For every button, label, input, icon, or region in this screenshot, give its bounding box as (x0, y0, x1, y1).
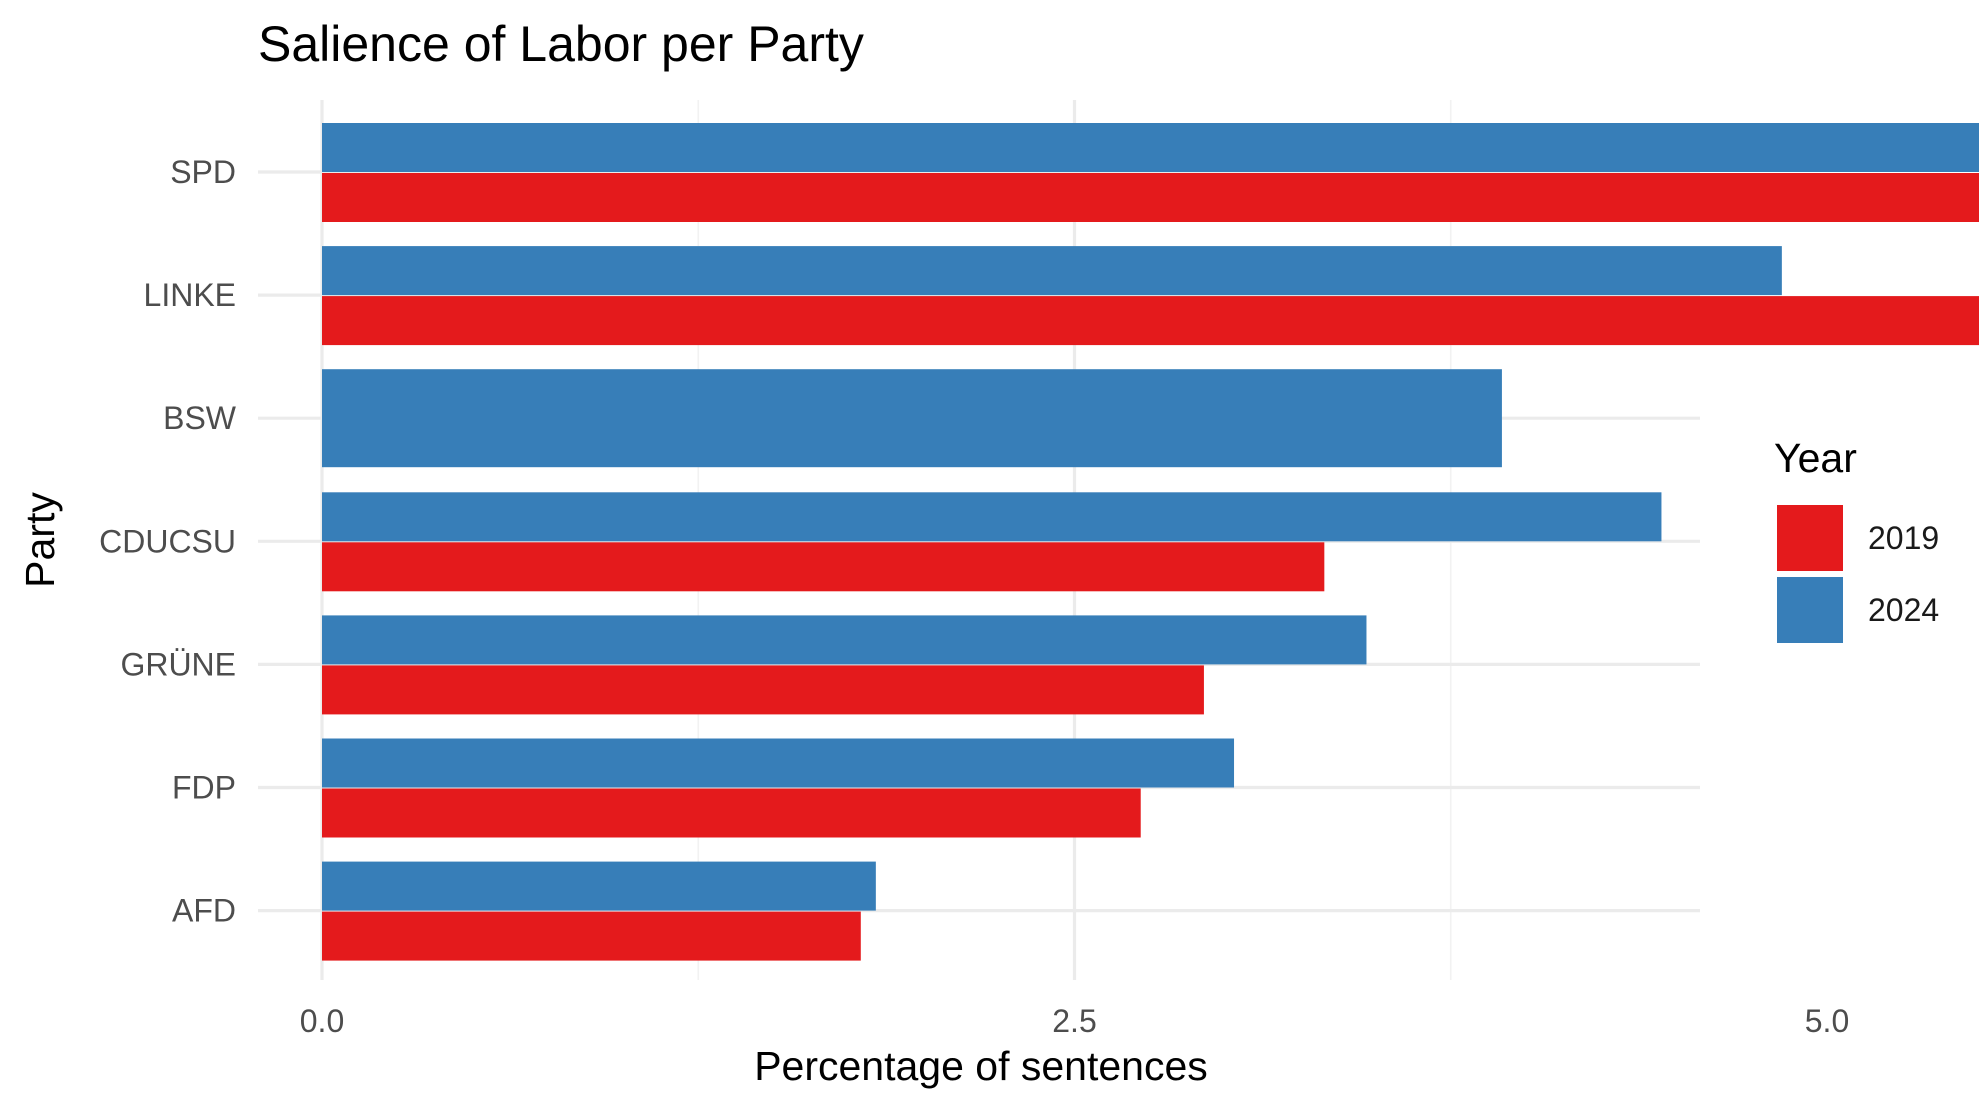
legend-label: 2024 (1868, 592, 1939, 628)
x-axis-title: Percentage of sentences (754, 1043, 1208, 1089)
bar-bsw-2024 (322, 369, 1502, 468)
y-axis-title: Party (17, 492, 63, 588)
y-tick-label: SPD (170, 154, 236, 190)
legend-label: 2019 (1868, 520, 1939, 556)
bar-linke-2019 (322, 296, 1979, 346)
bar-linke-2024 (322, 246, 1782, 296)
legend-swatch-2019 (1777, 505, 1843, 571)
bar-fdp-2024 (322, 738, 1235, 788)
x-axis-ticks: 0.02.55.07.5 (300, 1003, 1849, 1039)
legend: Year 2019 2024 (1774, 435, 1939, 643)
bar-spd-2019 (322, 173, 1979, 222)
bars (322, 123, 1979, 961)
bar-grüne-2024 (322, 615, 1367, 665)
x-tick-label: 2.5 (1052, 1003, 1096, 1039)
bar-cducsu-2024 (322, 492, 1662, 542)
bar-spd-2024 (322, 123, 1979, 172)
y-tick-label: AFD (172, 893, 236, 929)
bar-fdp-2019 (322, 788, 1141, 838)
y-tick-label: CDUCSU (99, 523, 236, 559)
y-tick-label: LINKE (144, 277, 236, 313)
bar-afd-2019 (322, 911, 861, 961)
y-tick-label: BSW (163, 400, 237, 436)
bar-grüne-2019 (322, 665, 1204, 715)
y-axis-ticks: SPD LINKE BSW CDUCSU GRÜNE FDP AFD (99, 154, 237, 929)
legend-title: Year (1774, 435, 1857, 481)
x-tick-label: 0.0 (300, 1003, 344, 1039)
y-tick-label: FDP (172, 770, 236, 806)
chart-title: Salience of Labor per Party (258, 16, 864, 72)
bar-cducsu-2019 (322, 542, 1325, 592)
y-tick-label: GRÜNE (120, 646, 236, 682)
legend-swatch-2024 (1777, 577, 1843, 643)
bar-afd-2024 (322, 861, 876, 911)
x-tick-label: 5.0 (1805, 1003, 1849, 1039)
